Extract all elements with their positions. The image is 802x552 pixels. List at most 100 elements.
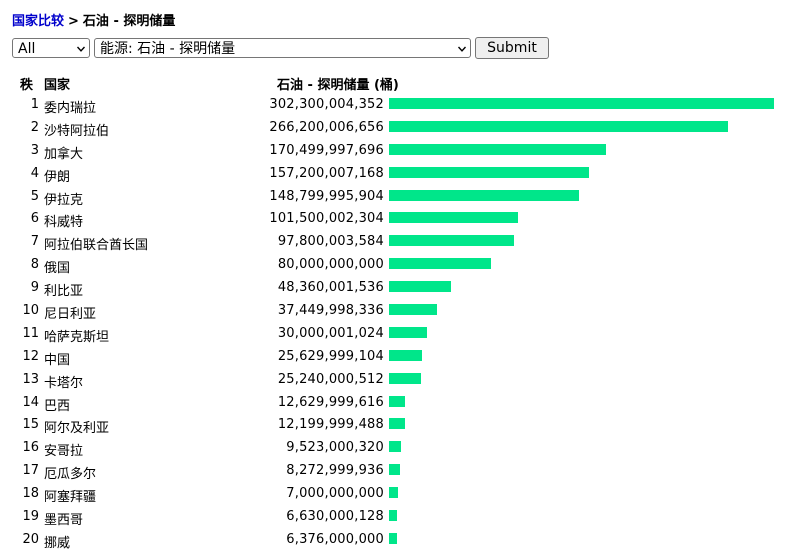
table-row: 1 委内瑞拉 302,300,004,352 — [0, 93, 802, 116]
row-value: 30,000,001,024 — [277, 325, 384, 341]
row-bar — [389, 304, 437, 316]
row-rank: 9 — [30, 280, 39, 296]
row-bar — [389, 166, 589, 178]
row-bar — [389, 532, 397, 544]
row-country: 伊拉克 — [44, 192, 84, 208]
metric-select[interactable]: 能源: 石油 - 探明储量 — [94, 38, 471, 58]
row-rank: 15 — [22, 417, 39, 433]
row-country: 中国 — [44, 352, 71, 368]
row-value: 6,630,000,128 — [286, 509, 384, 525]
row-bar — [389, 510, 397, 522]
row-value: 25,629,999,104 — [277, 348, 384, 364]
breadcrumb-current: 石油 - 探明储量 — [82, 14, 176, 29]
row-value: 266,200,006,656 — [269, 119, 384, 135]
row-country: 厄瓜多尔 — [44, 467, 97, 483]
row-rank: 5 — [30, 188, 39, 204]
row-value: 37,449,998,336 — [277, 303, 384, 319]
table-row: 15 阿尔及利亚 12,199,999,488 — [0, 413, 802, 436]
row-country: 阿拉伯联合酋长国 — [44, 238, 149, 254]
row-country: 哈萨克斯坦 — [44, 329, 110, 345]
row-rank: 14 — [22, 394, 39, 410]
row-bar — [389, 143, 606, 155]
table-row: 13 卡塔尔 25,240,000,512 — [0, 368, 802, 391]
header-country: 国家 — [44, 78, 71, 93]
row-bar — [389, 212, 518, 224]
row-bar — [389, 464, 400, 476]
row-country: 安哥拉 — [44, 444, 84, 460]
table-row: 19 墨西哥 6,630,000,128 — [0, 505, 802, 528]
row-country: 加拿大 — [44, 146, 84, 162]
row-country: 科威特 — [44, 215, 84, 231]
table-row: 20 挪威 6,376,000,000 — [0, 528, 802, 551]
table-row: 2 沙特阿拉伯 266,200,006,656 — [0, 116, 802, 139]
row-country: 墨西哥 — [44, 513, 84, 529]
row-country: 俄国 — [44, 261, 71, 277]
row-rank: 1 — [30, 97, 39, 112]
row-rank: 16 — [22, 440, 39, 456]
row-value: 157,200,007,168 — [269, 165, 384, 181]
row-rank: 19 — [22, 509, 39, 525]
row-country: 挪威 — [44, 535, 71, 551]
header-value: 石油 - 探明储量 (桶) — [277, 78, 399, 93]
row-bar — [389, 349, 422, 361]
row-country: 阿塞拜疆 — [44, 490, 97, 506]
submit-button[interactable]: Submit — [475, 37, 549, 59]
chevron-down-icon — [458, 46, 466, 52]
row-rank: 12 — [22, 348, 39, 364]
metric-select-value: 能源: 石油 - 探明储量 — [100, 41, 236, 57]
table-row: 14 巴西 12,629,999,616 — [0, 391, 802, 414]
chevron-down-icon — [77, 46, 85, 52]
breadcrumb: 国家比较 > 石油 - 探明储量 — [12, 10, 175, 29]
row-value: 80,000,000,000 — [277, 257, 384, 273]
row-bar — [389, 395, 405, 407]
row-bar — [389, 120, 728, 132]
table-row: 8 俄国 80,000,000,000 — [0, 253, 802, 276]
row-rank: 6 — [30, 211, 39, 227]
row-rank: 2 — [30, 119, 39, 135]
row-bar — [389, 326, 427, 338]
row-country: 阿尔及利亚 — [44, 421, 110, 437]
table-row: 3 加拿大 170,499,997,696 — [0, 139, 802, 162]
row-value: 148,799,995,904 — [269, 188, 384, 204]
row-country: 巴西 — [44, 398, 71, 414]
row-rank: 7 — [30, 234, 39, 250]
table-row: 7 阿拉伯联合酋长国 97,800,003,584 — [0, 230, 802, 253]
row-country: 尼日利亚 — [44, 307, 97, 323]
row-bar — [389, 441, 401, 453]
row-country: 沙特阿拉伯 — [44, 123, 110, 139]
row-rank: 18 — [22, 486, 39, 502]
table-row: 18 阿塞拜疆 7,000,000,000 — [0, 482, 802, 505]
row-bar — [389, 235, 514, 247]
table-row: 10 尼日利亚 37,449,998,336 — [0, 299, 802, 322]
table-row: 4 伊朗 157,200,007,168 — [0, 162, 802, 185]
breadcrumb-link-country-comparison[interactable]: 国家比较 — [12, 14, 65, 29]
row-bar — [389, 258, 491, 270]
row-rank: 20 — [22, 531, 39, 547]
row-rank: 13 — [22, 371, 39, 387]
row-value: 25,240,000,512 — [277, 371, 384, 387]
row-value: 7,000,000,000 — [286, 486, 384, 502]
row-value: 48,360,001,536 — [277, 280, 384, 296]
ranking-table: 1 委内瑞拉 302,300,004,352 2 沙特阿拉伯 266,200,006,65… — [0, 93, 802, 551]
table-row: 6 科威特 101,500,002,304 — [0, 207, 802, 230]
row-bar — [389, 487, 398, 499]
table-row: 12 中国 25,629,999,104 — [0, 345, 802, 368]
region-select-value: All — [18, 41, 36, 57]
row-country: 委内瑞拉 — [44, 101, 97, 116]
row-rank: 17 — [22, 463, 39, 479]
region-select[interactable]: All — [12, 38, 90, 58]
row-value: 6,376,000,000 — [286, 531, 384, 547]
row-rank: 3 — [30, 142, 39, 158]
row-country: 利比亚 — [44, 284, 84, 300]
row-bar — [389, 281, 451, 293]
row-rank: 11 — [22, 325, 39, 341]
row-country: 伊朗 — [44, 169, 71, 185]
row-bar — [389, 418, 405, 430]
row-bar — [389, 98, 774, 109]
row-value: 97,800,003,584 — [277, 234, 384, 250]
row-rank: 10 — [22, 303, 39, 319]
row-bar — [389, 189, 579, 201]
row-value: 8,272,999,936 — [286, 463, 384, 479]
row-value: 9,523,000,320 — [286, 440, 384, 456]
breadcrumb-separator: > — [68, 14, 79, 29]
